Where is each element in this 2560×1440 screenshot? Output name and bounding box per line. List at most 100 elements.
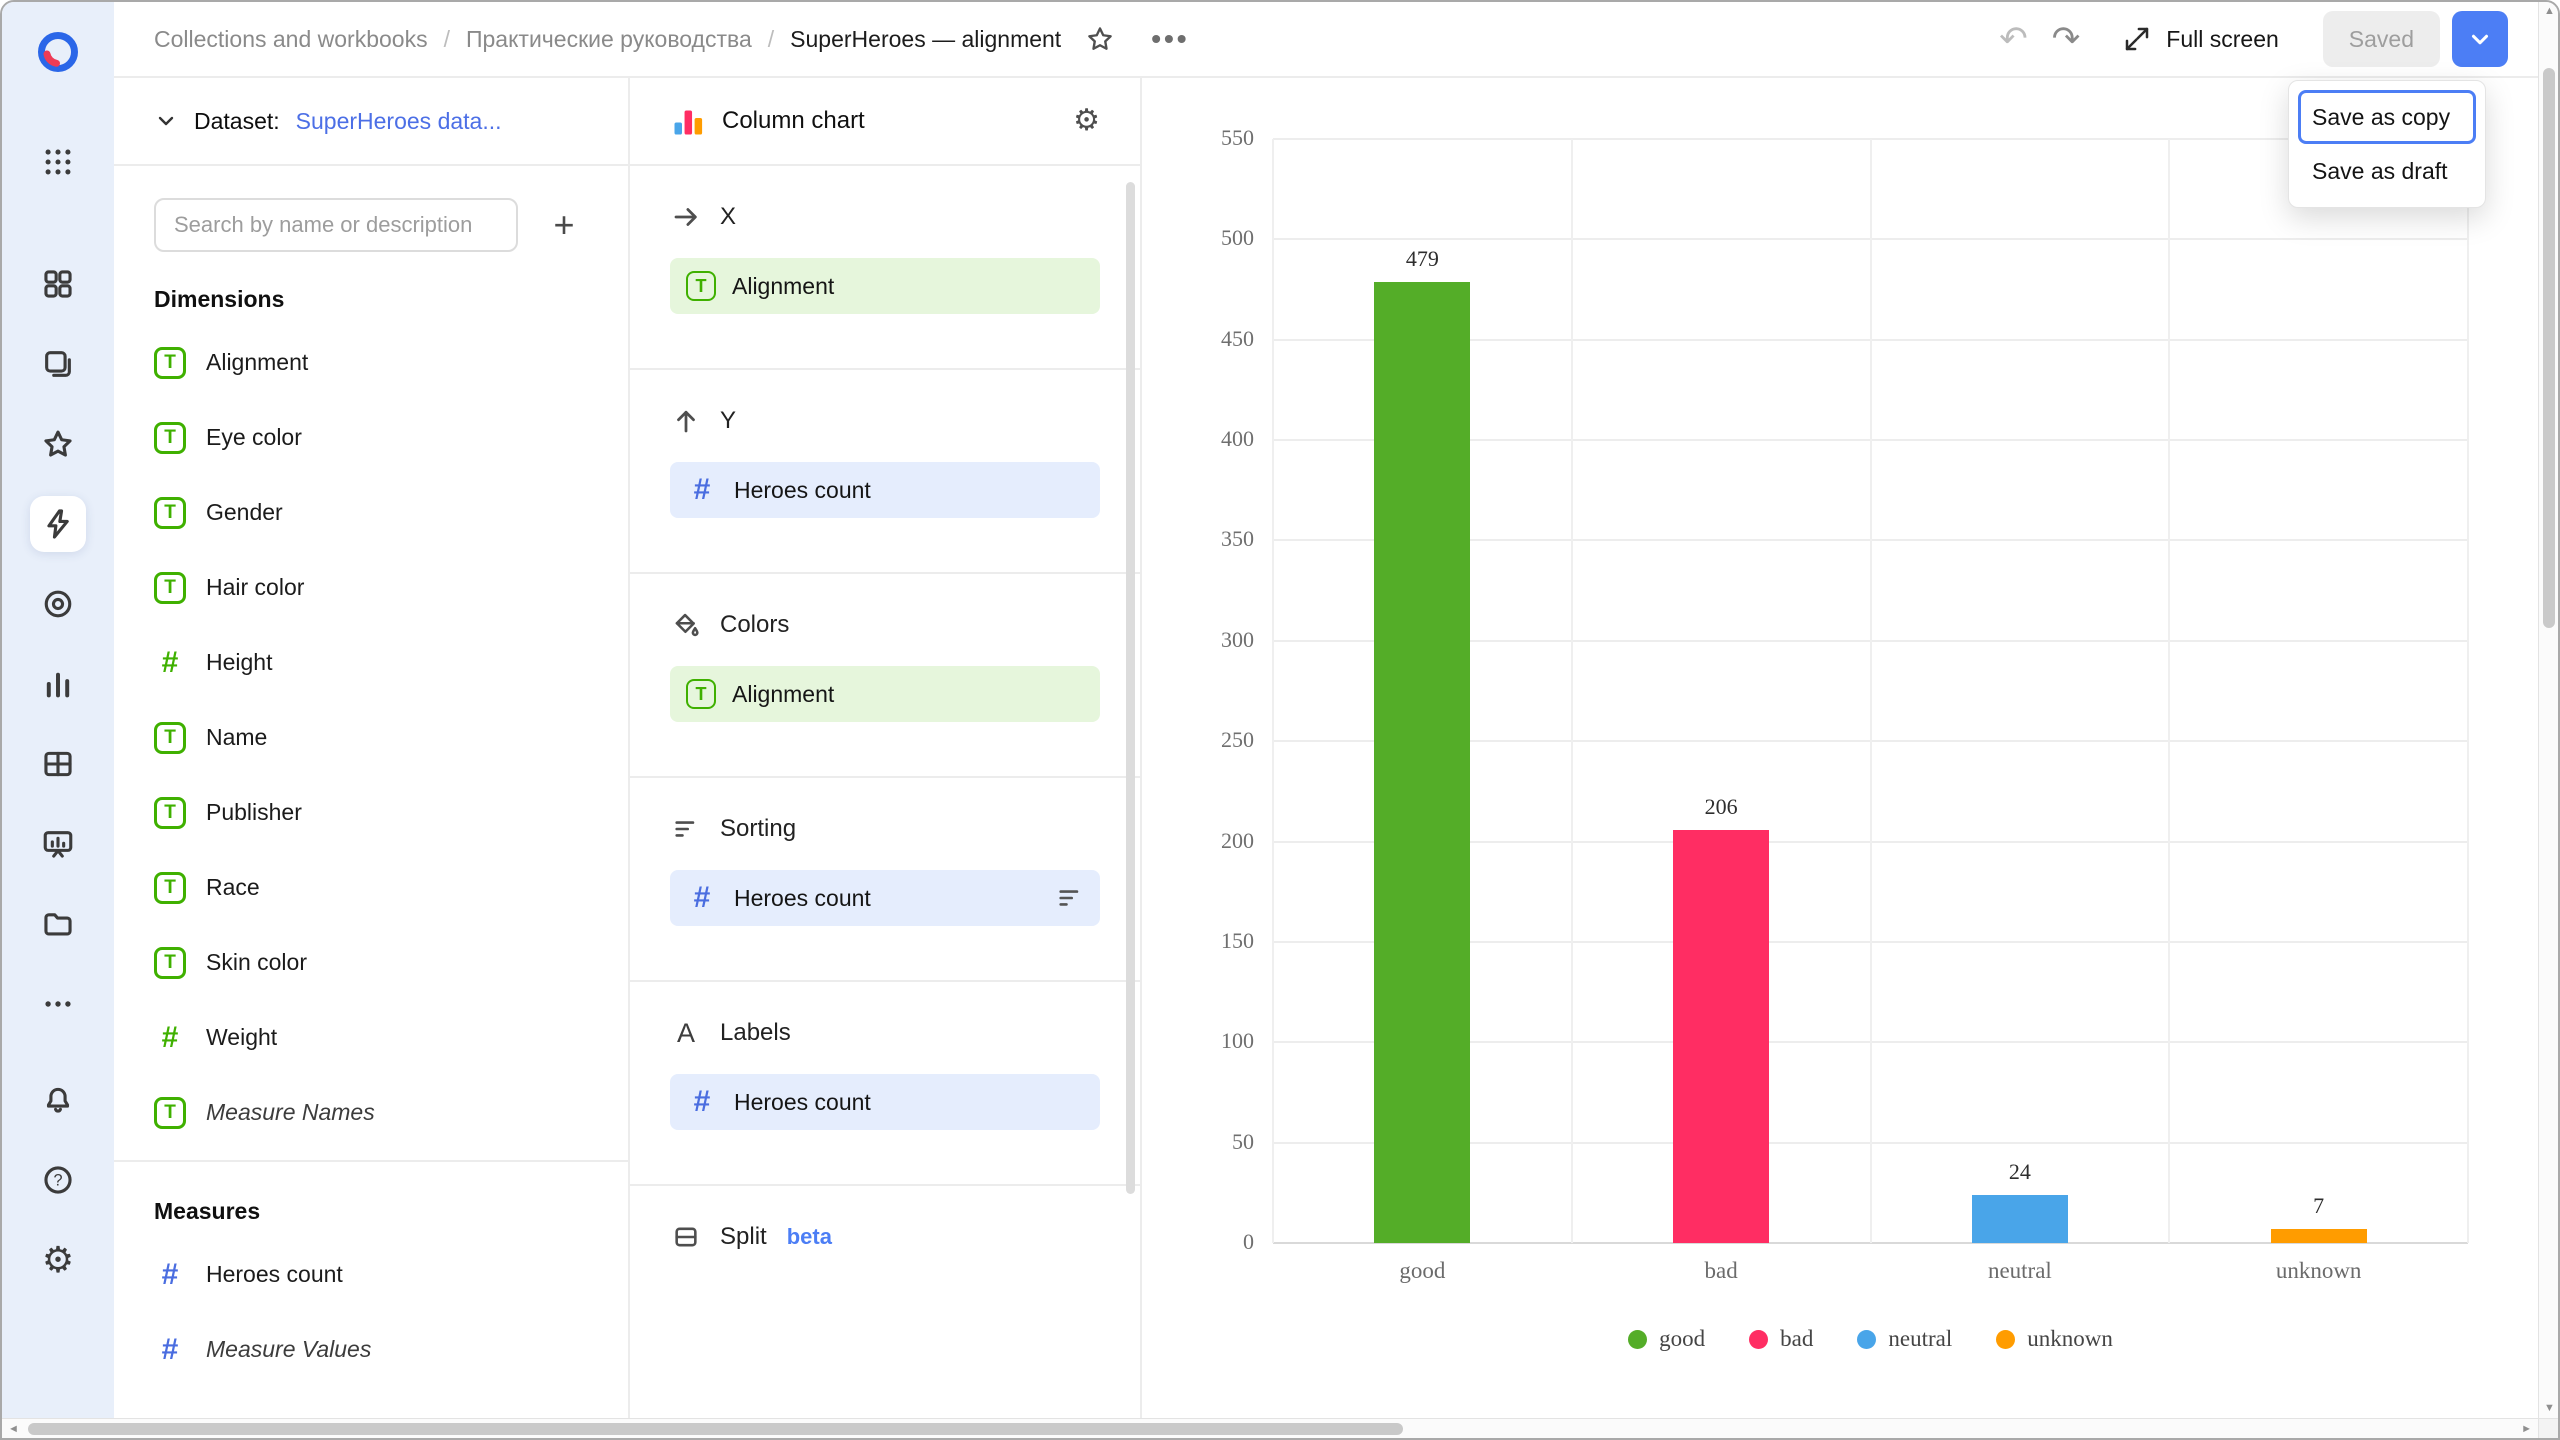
y-axis-tick-label: 200: [1221, 827, 1254, 853]
bar-neutral[interactable]: [1971, 1194, 2068, 1243]
field-row-heroes-count[interactable]: # Heroes count: [114, 1237, 628, 1312]
scroll-down-arrow-icon[interactable]: ▼: [2544, 1402, 2555, 1414]
wizard-icon[interactable]: [30, 496, 86, 552]
apps-grid-icon[interactable]: [30, 134, 86, 190]
chart-type-title[interactable]: Column chart: [722, 107, 865, 134]
y-axis-tick-label: 50: [1232, 1128, 1254, 1154]
search-input[interactable]: [154, 198, 518, 252]
field-row-publisher[interactable]: T Publisher: [114, 775, 628, 850]
field-row-hair-color[interactable]: T Hair color: [114, 550, 628, 625]
scroll-right-arrow-icon[interactable]: ►: [2521, 1423, 2532, 1435]
datalens-logo[interactable]: [34, 28, 82, 76]
field-label: Publisher: [206, 799, 302, 825]
breadcrumb-collections[interactable]: Collections and workbooks: [154, 25, 428, 52]
column-chart-icon: [674, 110, 703, 135]
field-chip-alignment[interactable]: T Alignment: [670, 666, 1100, 722]
panel-divider: [114, 1160, 628, 1162]
field-row-gender[interactable]: T Gender: [114, 475, 628, 550]
y-axis-tick-label: 300: [1221, 626, 1254, 652]
dataset-name-link[interactable]: SuperHeroes data...: [295, 107, 502, 134]
legend-label: unknown: [2027, 1326, 2113, 1351]
field-chip-heroes-count[interactable]: # Heroes count: [670, 1074, 1100, 1130]
sort-icon[interactable]: [1056, 884, 1084, 912]
charts-icon[interactable]: [30, 656, 86, 712]
field-chip-heroes-count[interactable]: # Heroes count: [670, 462, 1100, 518]
undo-icon[interactable]: ↶: [1999, 20, 2028, 58]
bar-value-label: 24: [2008, 1158, 2031, 1184]
field-chip-heroes-count[interactable]: # Heroes count: [670, 870, 1100, 926]
field-row-measure-values[interactable]: # Measure Values: [114, 1312, 628, 1387]
menu-item-save-as-copy[interactable]: Save as copy: [2298, 90, 2476, 144]
config-panel-scrollbar[interactable]: [1126, 182, 1135, 1194]
field-chip-alignment[interactable]: T Alignment: [670, 258, 1100, 314]
dataset-label: Dataset:: [194, 107, 280, 134]
scroll-left-arrow-icon[interactable]: ◄: [8, 1423, 19, 1435]
legend-item-unknown[interactable]: unknown: [1996, 1326, 2113, 1352]
save-dropdown-button[interactable]: [2452, 11, 2508, 67]
bar-good[interactable]: [1374, 281, 1471, 1243]
add-field-button[interactable]: +: [540, 201, 588, 249]
help-icon[interactable]: ?: [30, 1152, 86, 1208]
table-icon[interactable]: [30, 736, 86, 792]
chevron-down-icon: [2471, 34, 2489, 45]
chip-label: Heroes count: [734, 884, 871, 911]
y-axis-tick-label: 150: [1221, 927, 1254, 953]
presentation-icon[interactable]: [30, 816, 86, 872]
star-icon[interactable]: [30, 416, 86, 472]
collections-icon[interactable]: [30, 336, 86, 392]
x-axis-category-label: unknown: [2275, 1258, 2362, 1283]
legend-item-bad[interactable]: bad: [1749, 1326, 1813, 1352]
legend-item-neutral[interactable]: neutral: [1857, 1326, 1952, 1352]
menu-item-save-as-draft[interactable]: Save as draft: [2312, 157, 2448, 184]
legend-dot-icon: [1628, 1329, 1648, 1349]
folder-icon[interactable]: [30, 896, 86, 952]
y-axis-tick-label: 0: [1243, 1229, 1254, 1254]
bar-bad[interactable]: [1673, 829, 1770, 1243]
horizontal-scrollbar[interactable]: ◄ ►: [2, 1418, 2538, 1438]
fullscreen-button[interactable]: Full screen: [2122, 24, 2279, 54]
chip-label: Heroes count: [734, 1088, 871, 1115]
grid-icon[interactable]: [30, 256, 86, 312]
number-field-icon: #: [693, 473, 711, 506]
legend-item-good[interactable]: good: [1628, 1326, 1705, 1352]
text-field-icon: T: [686, 679, 716, 709]
favorite-star-icon[interactable]: [1085, 24, 1115, 54]
field-label: Gender: [206, 499, 283, 525]
scroll-up-arrow-icon[interactable]: ▲: [2544, 5, 2555, 17]
bar-value-label: 7: [2313, 1192, 2325, 1218]
number-field-icon: #: [161, 1332, 179, 1366]
gridline-vertical: [1869, 139, 1872, 1243]
field-row-race[interactable]: T Race: [114, 850, 628, 925]
field-row-eye-color[interactable]: T Eye color: [114, 400, 628, 475]
rings-icon[interactable]: [30, 576, 86, 632]
field-row-alignment[interactable]: T Alignment: [114, 325, 628, 400]
breadcrumb-separator: /: [443, 25, 450, 52]
field-row-height[interactable]: # Height: [114, 625, 628, 700]
breadcrumb-current: SuperHeroes — alignment: [790, 25, 1062, 52]
field-row-skin-color[interactable]: T Skin color: [114, 925, 628, 1000]
redo-icon[interactable]: ↷: [2051, 20, 2081, 58]
field-row-name[interactable]: T Name: [114, 700, 628, 775]
vertical-scroll-thumb[interactable]: [2543, 68, 2555, 628]
chart-settings-gear-icon[interactable]: ⚙: [1073, 104, 1100, 137]
bell-icon[interactable]: [30, 1072, 86, 1128]
field-label: Weight: [206, 1024, 278, 1050]
bar-unknown[interactable]: [2270, 1228, 2367, 1243]
horizontal-scroll-thumb[interactable]: [28, 1423, 1403, 1435]
number-field-icon: #: [693, 1085, 711, 1118]
more-icon[interactable]: [30, 976, 86, 1032]
breadcrumb-workbook[interactable]: Практические руководства: [465, 25, 752, 52]
field-row-measure-names[interactable]: T Measure Names: [114, 1075, 628, 1150]
collapse-chevron-icon[interactable]: [154, 109, 178, 133]
left-rail: ? ⚙: [2, 2, 114, 1418]
field-row-weight[interactable]: # Weight: [114, 1000, 628, 1075]
settings-icon[interactable]: ⚙: [41, 1239, 75, 1280]
breadcrumb-separator: /: [767, 25, 775, 52]
legend-dot-icon: [1749, 1329, 1769, 1349]
text-field-icon: T: [154, 946, 186, 979]
vertical-scrollbar[interactable]: ▲ ▼: [2538, 2, 2558, 1418]
more-actions-icon[interactable]: •••: [1151, 23, 1190, 54]
section-label-row: Y: [670, 404, 1100, 438]
config-section-x: X T Alignment: [630, 166, 1140, 370]
config-section-split: Split beta: [630, 1186, 1140, 1308]
